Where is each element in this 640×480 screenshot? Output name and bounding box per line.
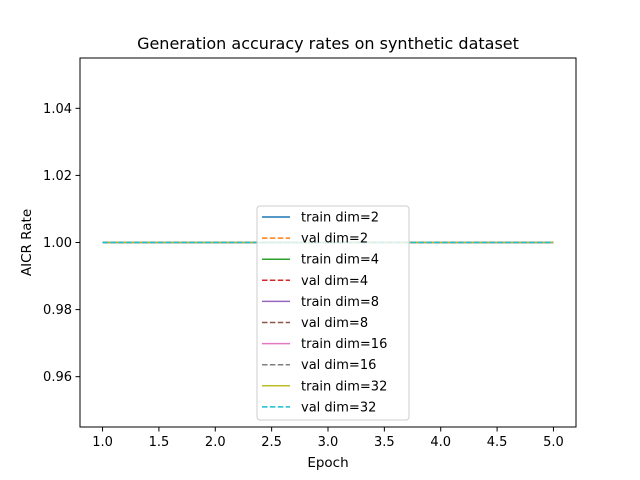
legend-label: train dim=8: [301, 295, 379, 310]
y-axis-ticks: 0.96 0.98 1.00 1.02 1.04: [43, 102, 80, 385]
legend-label: train dim=16: [301, 337, 387, 352]
y-tick-label: 1.00: [43, 236, 72, 251]
chart-title: Generation accuracy rates on synthetic d…: [137, 34, 519, 53]
y-tick-label: 0.98: [43, 303, 72, 318]
legend-label: train dim=32: [301, 379, 387, 394]
legend-label: val dim=16: [301, 358, 376, 373]
x-tick-label: 2.0: [205, 435, 226, 450]
x-tick-label: 3.5: [374, 435, 395, 450]
legend-label: val dim=2: [301, 232, 368, 247]
y-axis-label: AICR Rate: [19, 209, 35, 276]
y-tick-label: 1.02: [43, 169, 72, 184]
x-tick-label: 5.0: [543, 435, 564, 450]
x-axis-ticks: 1.0 1.5 2.0 2.5 3.0 3.5 4.0 4.5 5.0: [92, 427, 564, 450]
x-tick-label: 4.5: [487, 435, 508, 450]
legend-label: val dim=32: [301, 400, 376, 415]
y-tick-label: 1.04: [43, 102, 72, 117]
legend-box: [256, 205, 410, 421]
x-tick-label: 2.5: [261, 435, 282, 450]
x-tick-label: 4.0: [430, 435, 451, 450]
x-axis-label: Epoch: [307, 455, 348, 471]
y-tick-label: 0.96: [43, 370, 72, 385]
legend-label: train dim=2: [301, 211, 379, 226]
x-tick-label: 3.0: [318, 435, 339, 450]
x-tick-label: 1.5: [149, 435, 170, 450]
legend-label: val dim=8: [301, 316, 368, 331]
legend-label: val dim=4: [301, 274, 368, 289]
x-tick-label: 1.0: [92, 435, 113, 450]
legend-label: train dim=4: [301, 253, 379, 268]
legend: train dim=2 val dim=2 train dim=4 val dim=4…: [256, 205, 410, 421]
